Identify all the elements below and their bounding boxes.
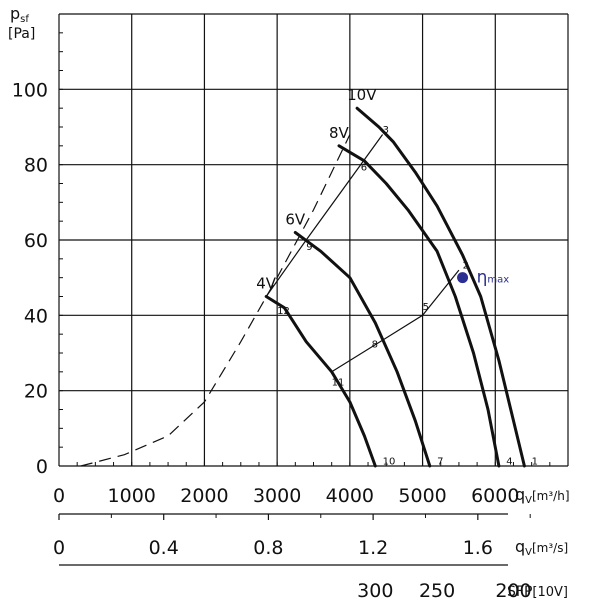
y-axis-label: psf (10, 4, 29, 25)
series-curve-8v (337, 144, 501, 468)
dashed-curve-layer (80, 134, 351, 467)
operating-point-label: 2 (463, 261, 469, 272)
series-curve-6v (293, 231, 432, 468)
y-tick-label: 60 (24, 230, 48, 252)
y-tick-label: 0 (36, 456, 48, 478)
series-layer (264, 106, 526, 468)
operating-point-label: 3 (383, 125, 389, 136)
operating-point-label: 12 (277, 306, 290, 317)
y-tick-label: 40 (24, 305, 48, 327)
operating-point-label: 4 (506, 456, 512, 467)
y-tick-label: 100 (12, 79, 48, 101)
sfp-axis-label: SFP[10V] (507, 584, 568, 600)
y-tick-label: 80 (24, 155, 48, 177)
y-tick-label: 20 (24, 381, 48, 403)
x2-tick-label: 0.4 (149, 537, 179, 559)
operating-point-label: 6 (361, 163, 367, 174)
x-axis-label: qV[m³/h] (515, 485, 570, 506)
x2-axis-label: qV[m³/s] (515, 537, 568, 558)
x2-tick-label: 0.8 (253, 537, 283, 559)
system-line (331, 269, 460, 373)
x2-tick-label: 0 (53, 537, 65, 559)
x-tick-label: 3000 (253, 485, 301, 507)
eta-max-label: ηmax (477, 268, 510, 288)
series-curve-4v (264, 295, 377, 468)
series-label-10v: 10V (347, 86, 377, 104)
x-tick-label: 2000 (180, 485, 228, 507)
y-axis-unit: [Pa] (8, 26, 35, 42)
operating-point-label: 9 (306, 242, 312, 253)
operating-point-label: 7 (437, 456, 443, 467)
grid (58, 13, 569, 566)
series-curve-10v (355, 106, 526, 468)
series-label-6v: 6V (285, 210, 306, 228)
x-tick-label: 0 (53, 485, 65, 507)
operating-point-label: 1 (532, 456, 538, 467)
system-line (265, 134, 384, 297)
dashed-limit-curve (80, 134, 351, 467)
sfp-tick-label: 250 (419, 580, 455, 602)
sfp-tick-label: 300 (357, 580, 393, 602)
series-label-4v: 4V (256, 275, 277, 293)
x-tick-label: 1000 (108, 485, 156, 507)
operating-point-label: 10 (383, 456, 396, 467)
operating-point-label: 8 (372, 340, 378, 351)
x-tick-label: 4000 (326, 485, 374, 507)
x-tick-label: 6000 (471, 485, 519, 507)
x-tick-label: 5000 (398, 485, 446, 507)
operating-point-label: 11 (332, 377, 345, 388)
sfp-tick-label: 200 (495, 580, 531, 602)
operating-point-label: 5 (423, 302, 429, 313)
x2-tick-label: 1.2 (358, 537, 388, 559)
x2-tick-label: 1.6 (463, 537, 493, 559)
eta-max-point (457, 272, 469, 284)
series-label-8v: 8V (329, 124, 350, 142)
minor-ticks (58, 13, 569, 467)
